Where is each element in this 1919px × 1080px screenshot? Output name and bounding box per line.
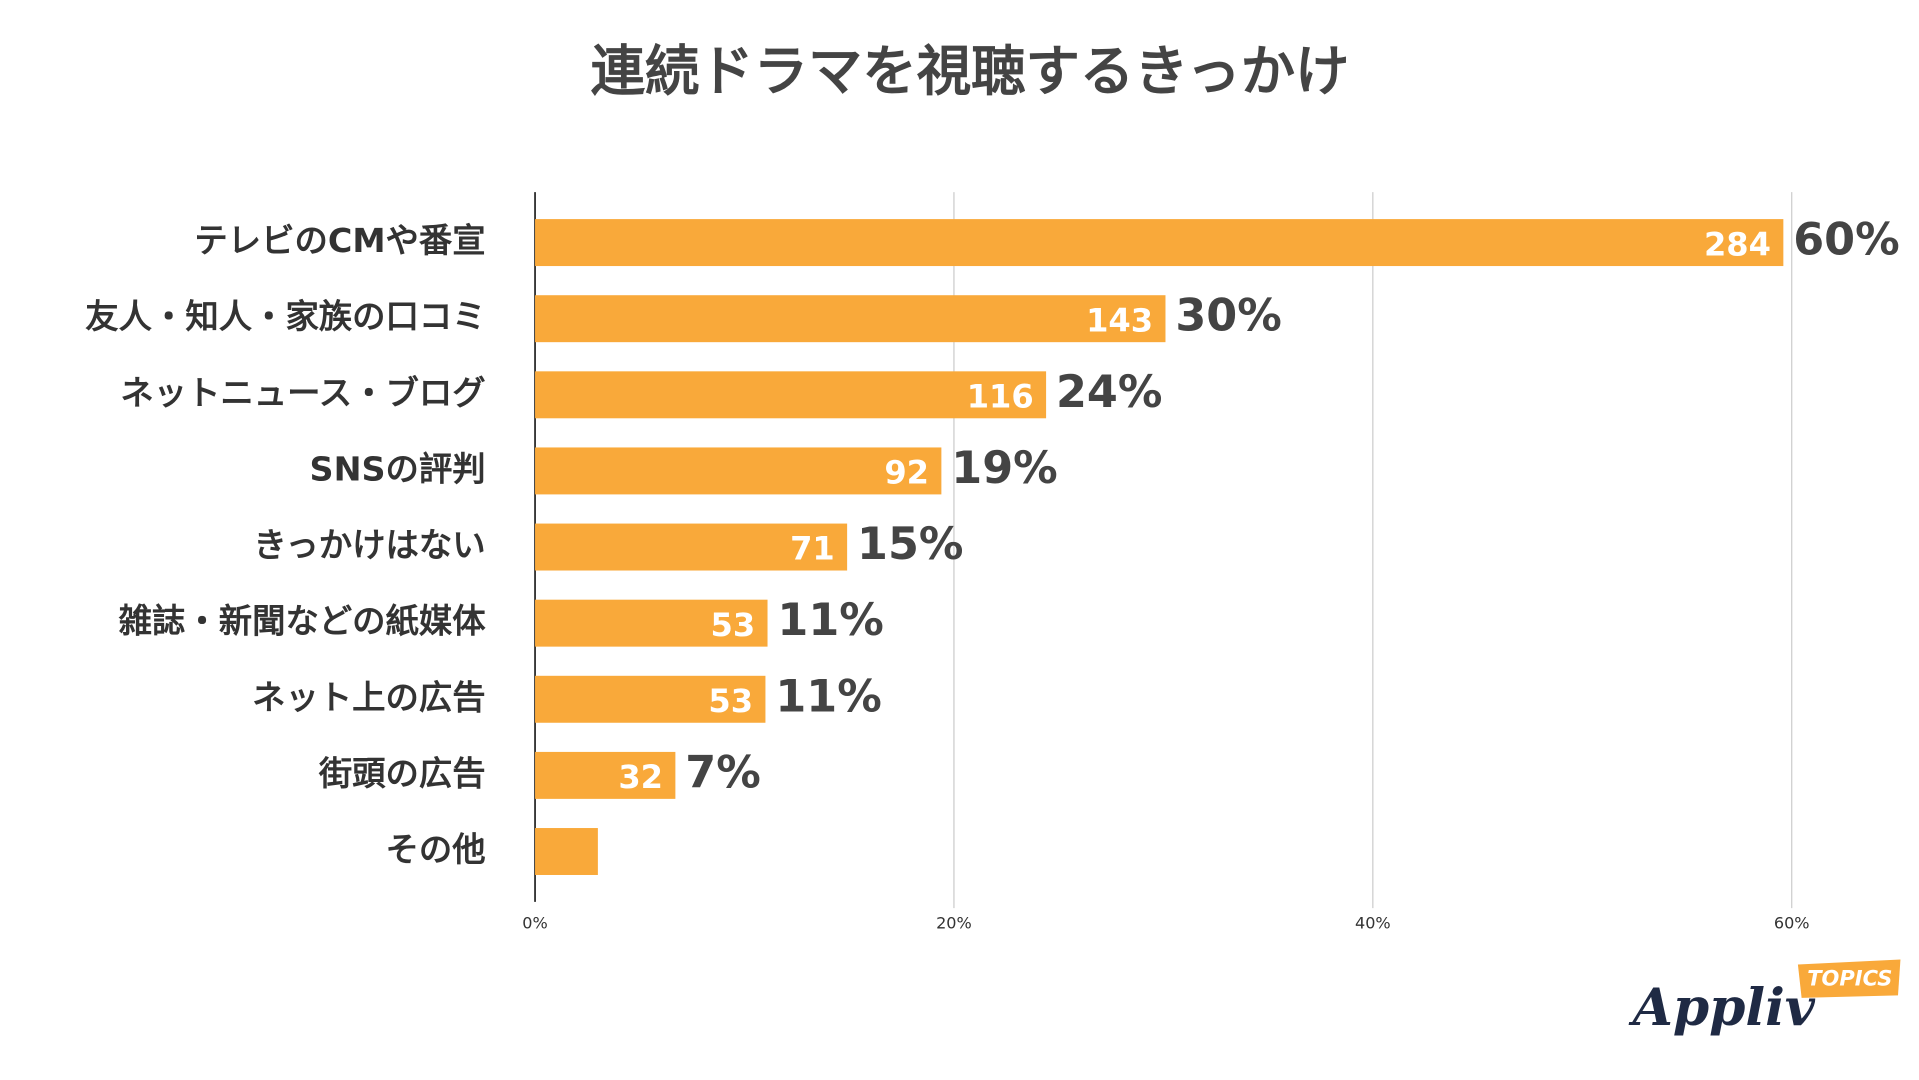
value-label: 30% — [1175, 291, 1281, 342]
value-label: 60% — [1793, 215, 1899, 266]
logo-badge: TOPICS — [1807, 966, 1892, 990]
chart-title: 連続ドラマを視聴するきっかけ — [591, 40, 1350, 103]
count-label: 143 — [1086, 301, 1153, 339]
bar — [535, 447, 942, 495]
logo: TOPICS Appliv — [1628, 959, 1901, 1038]
value-label: 11% — [775, 671, 881, 722]
x-tick-label: 60% — [1774, 914, 1810, 933]
category-label: ネットニュース・ブログ — [120, 373, 485, 412]
bar — [535, 523, 848, 571]
category-label: その他 — [386, 830, 486, 869]
value-label: 19% — [951, 443, 1057, 494]
value-label: 15% — [857, 519, 963, 570]
x-tick-label: 20% — [936, 914, 972, 933]
category-label: 雑誌・新聞などの紙媒体 — [118, 602, 487, 641]
count-label: 92 — [884, 454, 929, 492]
x-tick-label: 0% — [522, 914, 547, 933]
count-label: 32 — [618, 758, 663, 796]
category-label: ネット上の広告 — [252, 678, 486, 717]
bar — [535, 219, 1784, 267]
x-tick-label: 40% — [1355, 914, 1391, 933]
bar — [535, 295, 1166, 343]
value-label: 11% — [777, 595, 883, 646]
category-label: SNSの評判 — [310, 449, 486, 488]
value-label: 24% — [1056, 367, 1162, 418]
category-label: 街頭の広告 — [318, 754, 486, 793]
value-label: 7% — [685, 747, 761, 798]
count-label: 53 — [708, 682, 753, 720]
bar — [535, 371, 1047, 419]
bar — [535, 751, 676, 799]
count-label: 71 — [790, 530, 835, 568]
category-label: 友人・知人・家族の口コミ — [85, 297, 485, 336]
logo-name: Appliv — [1628, 977, 1816, 1038]
category-label: テレビのCMや番宣 — [194, 221, 485, 260]
bar — [535, 828, 598, 875]
count-label: 116 — [967, 378, 1034, 416]
bar — [535, 675, 766, 723]
category-label: きっかけはない — [253, 526, 485, 565]
count-label: 53 — [710, 606, 755, 644]
logo-badge-shape — [1797, 959, 1901, 998]
count-label: 284 — [1704, 225, 1771, 263]
bar — [535, 599, 768, 647]
